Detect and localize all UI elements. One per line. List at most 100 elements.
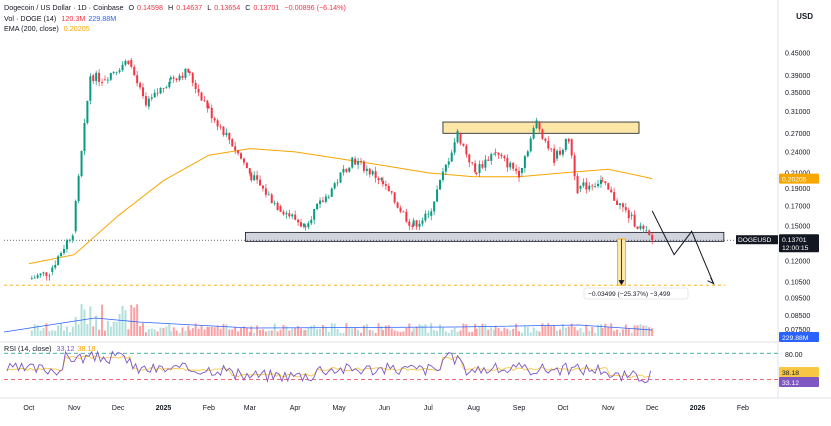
candle-body	[300, 222, 303, 227]
candle-body	[147, 98, 150, 107]
candle-body	[297, 219, 300, 223]
volume-bar	[529, 332, 532, 336]
volume-bar	[481, 323, 484, 336]
volume-bar	[144, 332, 147, 336]
x-tick-label-8: Jun	[379, 405, 390, 412]
y-tick-label-10: 0.12000	[785, 259, 810, 266]
volume-bar	[39, 330, 42, 336]
candle-body	[450, 152, 453, 162]
volume-bar	[453, 327, 456, 336]
volume-bar	[493, 330, 496, 336]
candle-body	[228, 132, 231, 140]
candle-body	[648, 230, 651, 235]
volume-bar	[276, 331, 279, 336]
volume-bar	[264, 331, 267, 336]
volume-bar	[390, 328, 393, 336]
candle-body	[207, 106, 210, 108]
candle-body	[165, 87, 168, 89]
volume-bar	[253, 332, 256, 336]
candle-body	[86, 100, 89, 123]
volume-bar	[576, 330, 579, 336]
volume-bar	[245, 328, 248, 336]
volume-bar	[357, 329, 360, 336]
volume-bar	[240, 327, 243, 336]
ema-legend[interactable]: EMA (200, close) 0.20205	[4, 24, 93, 33]
candle-body	[39, 273, 42, 276]
volume-bar	[616, 329, 619, 336]
candle-body	[288, 213, 291, 217]
volume-bar	[601, 327, 604, 336]
candle-body	[261, 185, 264, 189]
candle-body	[481, 164, 484, 168]
candle-body	[336, 182, 339, 184]
candle-body	[36, 275, 39, 278]
volume-bar	[270, 330, 273, 336]
candle-body	[459, 133, 462, 144]
volume-bar	[259, 329, 262, 336]
volume-legend[interactable]: Vol · DOGE (14) 120.3M 229.88M	[4, 14, 119, 23]
candle-body	[89, 76, 92, 101]
volume-bar	[535, 330, 538, 336]
volume-bar	[313, 325, 316, 336]
candle-body	[493, 153, 496, 155]
close-label: C	[245, 3, 251, 12]
volume-bar	[228, 329, 231, 336]
volume-bar	[630, 332, 633, 336]
candle-body	[490, 154, 493, 161]
y-tick-label-1: 0.39000	[785, 73, 810, 80]
candle-body	[162, 87, 165, 89]
candle-body	[387, 185, 390, 192]
volume-bar	[558, 329, 561, 336]
candle-body	[313, 209, 316, 220]
high-value: 0.14637	[176, 3, 203, 12]
candle-body	[433, 201, 436, 212]
volume-bar	[515, 323, 518, 336]
volume-bar	[225, 324, 228, 336]
volume-bar	[130, 304, 133, 336]
candle-body	[468, 154, 471, 163]
volume-bar	[156, 331, 159, 336]
support-zone	[245, 231, 725, 242]
projection-path	[651, 210, 715, 284]
volume-bar	[191, 328, 194, 336]
candle-body	[371, 171, 374, 175]
candle-body	[633, 214, 636, 227]
volume-bar	[319, 328, 322, 336]
candle-body	[377, 177, 380, 181]
volume-bar	[351, 328, 354, 336]
volume-ma-line	[3, 317, 653, 333]
rsi-tag: 33.12	[779, 377, 819, 387]
volume-bar	[213, 327, 216, 336]
volume-bar	[60, 323, 63, 336]
volume-bar	[206, 326, 209, 336]
volume-bar	[648, 327, 651, 336]
candle-body	[384, 184, 387, 186]
candle-body	[506, 158, 509, 168]
symbol-title[interactable]: Dogecoin / US Dollar · 1D · Coinbase	[4, 3, 124, 12]
rsi-value: 33.12	[56, 344, 75, 353]
y-tick-label-11: 0.10500	[785, 280, 810, 287]
candle-body	[253, 175, 256, 181]
rsi-legend[interactable]: RSI (14, close) 33.12 38.18	[4, 344, 99, 353]
volume-bar	[474, 323, 477, 336]
candle-body	[613, 192, 616, 201]
volume-bar	[636, 325, 639, 336]
volume-bar	[506, 328, 509, 336]
candle-body	[267, 194, 270, 196]
volume-bar	[465, 324, 468, 336]
volume-bar	[621, 329, 624, 336]
volume-bar	[237, 331, 240, 336]
x-tick-label-13: Nov	[602, 405, 615, 412]
volume-bar	[109, 326, 112, 336]
volume-bar	[387, 325, 390, 336]
rsi-ma-line	[6, 355, 651, 379]
volume-bar	[103, 330, 106, 336]
candle-body	[645, 230, 648, 232]
candle-body	[465, 145, 468, 155]
candle-body	[348, 167, 351, 172]
candle-body	[639, 225, 642, 229]
volume-bar	[210, 326, 213, 336]
volume-bar	[633, 325, 636, 336]
